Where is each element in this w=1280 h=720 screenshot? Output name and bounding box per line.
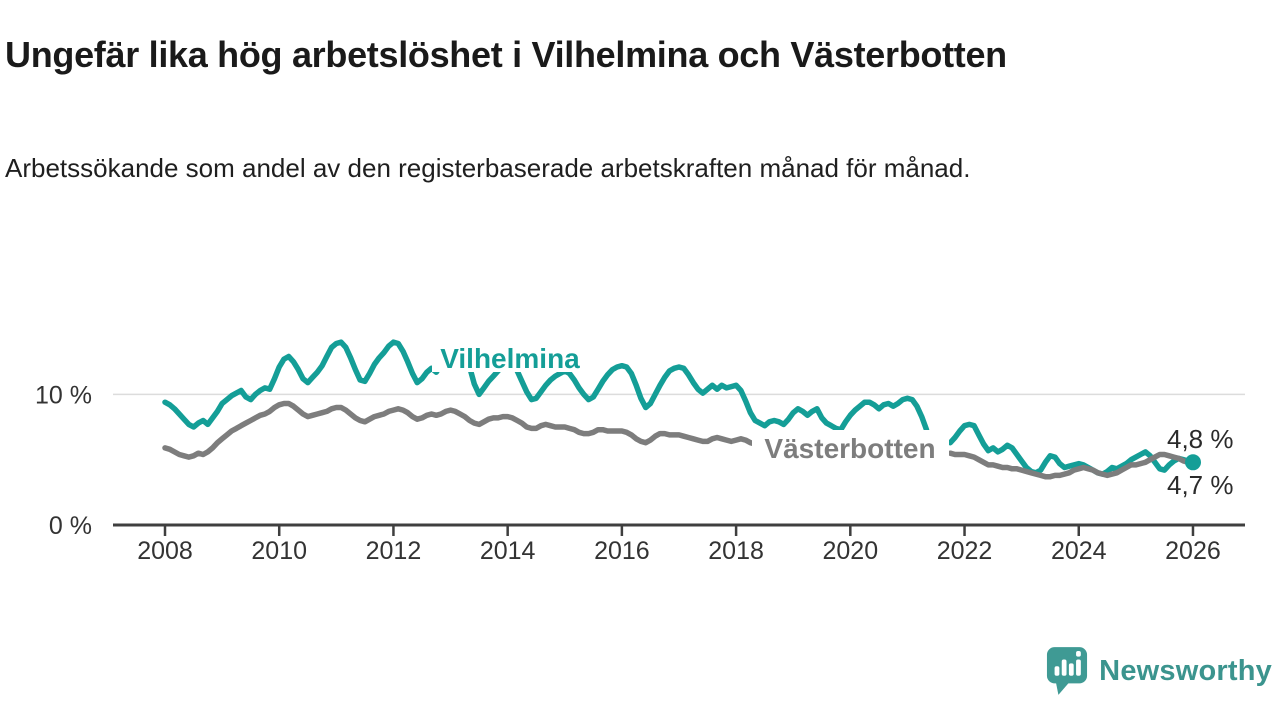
newsworthy-logo-icon bbox=[1047, 647, 1088, 695]
x-axis-label: 2008 bbox=[137, 537, 193, 565]
latest-value-label-vasterbotten: 4,7 % bbox=[1167, 470, 1234, 500]
x-axis-label: 2020 bbox=[823, 537, 879, 565]
y-axis-label: 10 % bbox=[35, 381, 92, 409]
brand-name: Newsworthy bbox=[1099, 654, 1272, 687]
series-label-mask-vasterbotten bbox=[752, 430, 949, 462]
x-axis-label: 2010 bbox=[251, 537, 307, 565]
x-axis-label: 2026 bbox=[1165, 537, 1221, 565]
latest-value-label-vilhelmina: 4,8 % bbox=[1167, 424, 1234, 454]
x-axis-label: 2014 bbox=[480, 537, 536, 565]
brand-footer: Newsworthy bbox=[1046, 646, 1272, 696]
x-axis-label: 2024 bbox=[1051, 537, 1107, 565]
x-axis-label: 2022 bbox=[937, 537, 993, 565]
latest-value-dot-vilhelmina bbox=[1185, 454, 1201, 471]
chart-header: Ungefär lika hög arbetslöshet i Vilhelmi… bbox=[5, 0, 1007, 188]
chart-subtitle: Arbetssökande som andel av den registerb… bbox=[5, 153, 971, 183]
page-title: Ungefär lika hög arbetslöshet i Vilhelmi… bbox=[5, 34, 1007, 75]
x-axis-label: 2012 bbox=[366, 537, 422, 565]
x-axis-label: 2018 bbox=[708, 537, 764, 565]
series-label-vilhelmina: Vilhelmina bbox=[440, 343, 580, 374]
series-line-vilhelmina bbox=[162, 339, 930, 433]
series-label-vasterbotten: Västerbotten bbox=[764, 433, 935, 464]
x-axis-label: 2016 bbox=[594, 537, 650, 565]
unemployment-line-chart: 2008 2010 2012 2014 2016 2018 2020 2022 2024 2026… bbox=[35, 339, 1245, 565]
series-label-mask-vilhelmina bbox=[432, 342, 590, 372]
y-axis-label: 0 % bbox=[49, 512, 92, 540]
series-line-vasterbotten bbox=[947, 450, 1196, 480]
